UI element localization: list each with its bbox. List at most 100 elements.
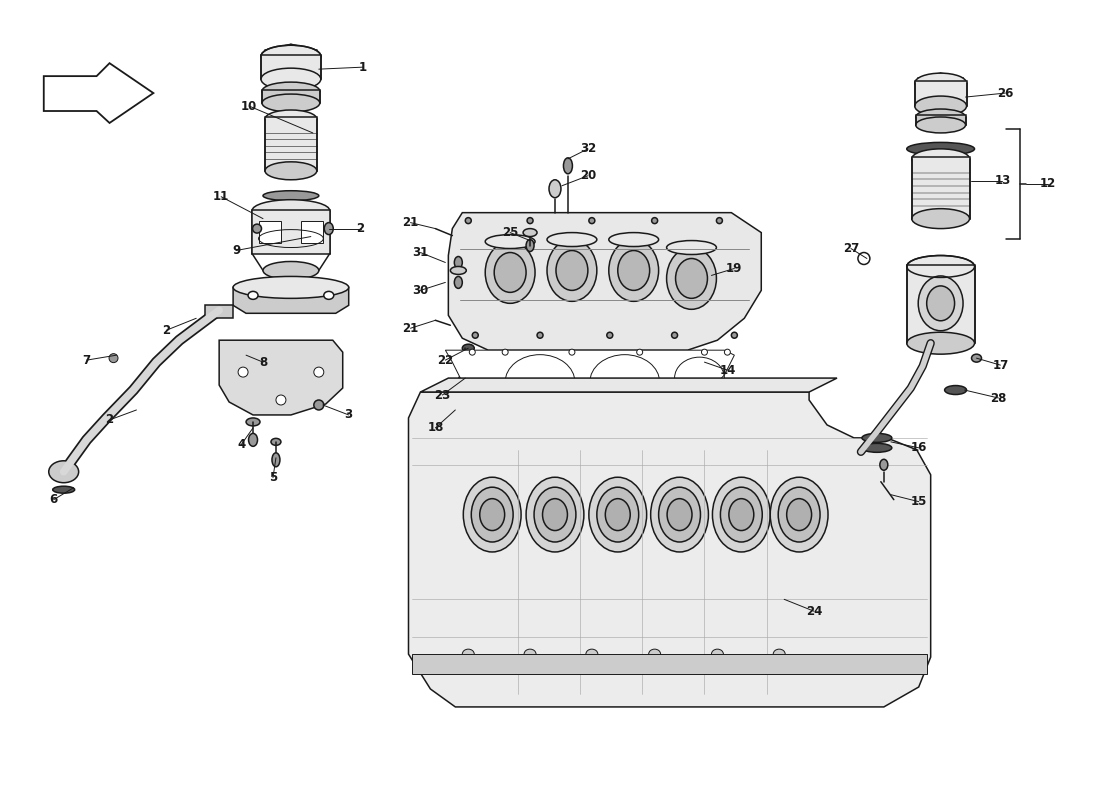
Bar: [258, 221, 280, 242]
Text: 6: 6: [50, 493, 58, 506]
Ellipse shape: [249, 291, 258, 299]
Text: 26: 26: [998, 86, 1013, 99]
Ellipse shape: [485, 242, 535, 303]
Ellipse shape: [906, 332, 975, 354]
Ellipse shape: [906, 142, 975, 155]
Text: 1: 1: [359, 61, 366, 74]
Ellipse shape: [712, 649, 724, 659]
Ellipse shape: [732, 332, 737, 338]
Text: 5: 5: [268, 471, 277, 484]
Ellipse shape: [675, 258, 707, 298]
Ellipse shape: [608, 239, 659, 302]
Ellipse shape: [526, 239, 535, 251]
Text: 18: 18: [427, 422, 443, 434]
Ellipse shape: [649, 649, 661, 659]
Text: 17: 17: [992, 358, 1009, 372]
Ellipse shape: [702, 349, 707, 355]
Text: 27: 27: [843, 242, 859, 255]
Ellipse shape: [729, 498, 754, 530]
Text: 2: 2: [106, 414, 113, 426]
Text: 7: 7: [82, 354, 90, 366]
Ellipse shape: [773, 649, 785, 659]
Ellipse shape: [524, 649, 536, 659]
Text: 32: 32: [580, 142, 596, 155]
Ellipse shape: [542, 498, 568, 530]
Ellipse shape: [713, 478, 770, 552]
Text: 2: 2: [356, 222, 365, 235]
Ellipse shape: [667, 241, 716, 254]
Polygon shape: [44, 63, 153, 123]
Ellipse shape: [716, 218, 723, 224]
Ellipse shape: [233, 277, 349, 298]
Polygon shape: [449, 213, 761, 350]
Ellipse shape: [651, 218, 658, 224]
Ellipse shape: [597, 487, 639, 542]
Ellipse shape: [252, 200, 330, 222]
Ellipse shape: [480, 498, 505, 530]
Ellipse shape: [725, 349, 730, 355]
Text: 8: 8: [258, 356, 267, 369]
Text: 15: 15: [911, 495, 927, 508]
Ellipse shape: [48, 461, 78, 482]
Ellipse shape: [249, 434, 257, 446]
Ellipse shape: [667, 498, 692, 530]
Text: 13: 13: [994, 174, 1011, 187]
Ellipse shape: [588, 218, 595, 224]
Ellipse shape: [314, 367, 323, 377]
Bar: [261, 55, 321, 79]
Polygon shape: [446, 350, 735, 408]
Ellipse shape: [537, 332, 543, 338]
Ellipse shape: [862, 443, 892, 452]
Ellipse shape: [276, 395, 286, 405]
Ellipse shape: [637, 349, 642, 355]
Ellipse shape: [472, 332, 478, 338]
Ellipse shape: [238, 367, 249, 377]
Bar: [915, 115, 966, 125]
Ellipse shape: [971, 354, 981, 362]
Ellipse shape: [770, 478, 828, 552]
Ellipse shape: [271, 438, 281, 446]
Polygon shape: [206, 306, 233, 318]
Ellipse shape: [272, 453, 279, 466]
Ellipse shape: [605, 498, 630, 530]
Ellipse shape: [535, 487, 576, 542]
Ellipse shape: [862, 434, 892, 442]
Ellipse shape: [462, 344, 474, 352]
Ellipse shape: [547, 233, 597, 246]
Text: 22: 22: [437, 354, 453, 366]
Ellipse shape: [650, 478, 708, 552]
Ellipse shape: [912, 149, 969, 169]
Ellipse shape: [253, 224, 262, 233]
Ellipse shape: [263, 262, 319, 279]
Ellipse shape: [454, 277, 462, 288]
Ellipse shape: [53, 486, 75, 493]
Ellipse shape: [618, 250, 650, 290]
Bar: [906, 266, 975, 343]
Ellipse shape: [459, 374, 472, 386]
Ellipse shape: [915, 117, 966, 133]
Ellipse shape: [263, 190, 319, 201]
Ellipse shape: [262, 82, 320, 100]
Ellipse shape: [556, 250, 587, 290]
Bar: [265, 117, 317, 170]
Text: 23: 23: [434, 389, 451, 402]
Text: 19: 19: [726, 262, 742, 275]
Bar: [262, 90, 320, 103]
Ellipse shape: [450, 266, 466, 274]
Ellipse shape: [246, 418, 260, 426]
Polygon shape: [219, 340, 343, 415]
Ellipse shape: [918, 276, 964, 330]
Ellipse shape: [265, 162, 317, 180]
Ellipse shape: [454, 257, 462, 269]
Ellipse shape: [659, 487, 701, 542]
Text: 14: 14: [719, 364, 736, 377]
Ellipse shape: [915, 109, 966, 125]
Ellipse shape: [262, 94, 320, 112]
Ellipse shape: [778, 487, 821, 542]
Ellipse shape: [463, 478, 521, 552]
Ellipse shape: [503, 349, 508, 355]
Text: 16: 16: [911, 442, 927, 454]
Ellipse shape: [608, 233, 659, 246]
Text: 30: 30: [412, 284, 429, 297]
Ellipse shape: [880, 459, 888, 470]
